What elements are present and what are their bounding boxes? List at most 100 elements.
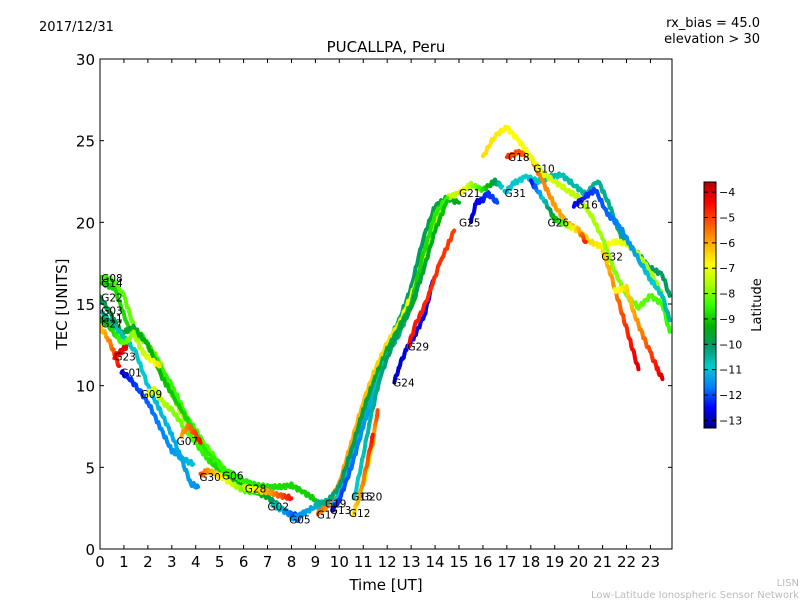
track-g15 bbox=[351, 293, 418, 501]
track-g12 bbox=[351, 432, 375, 518]
track-g01 bbox=[119, 369, 196, 467]
satellite-label: G11 bbox=[101, 314, 123, 326]
track-g23 bbox=[112, 344, 129, 361]
satellite-label: G28 bbox=[245, 484, 267, 496]
track-segment bbox=[123, 344, 129, 351]
y-tick-label: 10 bbox=[76, 378, 95, 396]
x-tick-label: 12 bbox=[378, 553, 397, 571]
x-tick-label: 18 bbox=[521, 553, 540, 571]
track-g28 bbox=[241, 484, 294, 502]
colorbar-label: Latitude bbox=[750, 278, 765, 332]
satellite-label: G18 bbox=[508, 152, 530, 164]
colorbar-tick-label: −7 bbox=[719, 262, 735, 275]
date-label: 2017/12/31 bbox=[39, 20, 114, 35]
track-g07 bbox=[179, 423, 203, 445]
satellite-label: G24 bbox=[393, 377, 415, 389]
satellite-label: G32 bbox=[601, 252, 623, 264]
x-tick-label: 9 bbox=[311, 553, 321, 571]
track-segment bbox=[443, 195, 450, 202]
rx-bias-label: rx_bias = 45.0 bbox=[666, 16, 760, 31]
x-axis: 0 1 2 3 4 5 6 7 8 9 10 11 12 13 14 15 16 17 18 19 20 21 22 23 bbox=[95, 59, 660, 571]
track-g32b bbox=[612, 283, 665, 382]
colorbar-tick-label: −8 bbox=[719, 288, 735, 301]
satellite-label: G13 bbox=[330, 505, 352, 517]
colorbar: −4 −5 −6 −7 −8 −9 −10 −11 −12 −13 Latitude bbox=[703, 181, 765, 429]
satellite-label: G21 bbox=[459, 188, 481, 200]
track-g16 bbox=[571, 187, 672, 323]
colorbar-tick-label: −10 bbox=[719, 338, 742, 351]
y-axis: 0 5 10 15 20 25 30 bbox=[76, 51, 672, 559]
satellite-label: G29 bbox=[408, 341, 430, 353]
track-segment bbox=[412, 293, 418, 302]
y-axis-label: TEC [UNITS] bbox=[53, 259, 71, 351]
track-segment bbox=[287, 496, 294, 502]
elevation-label: elevation > 30 bbox=[664, 32, 760, 47]
satellite-label: G25 bbox=[459, 217, 481, 229]
x-tick-label: 6 bbox=[239, 553, 249, 571]
footer-org-short: LISN bbox=[777, 578, 799, 589]
y-tick-label: 15 bbox=[76, 296, 95, 314]
track-segment bbox=[450, 228, 457, 236]
track-segment bbox=[659, 374, 665, 382]
colorbar-ticks: −4 −5 −6 −7 −8 −9 −10 −11 −12 −13 bbox=[704, 186, 742, 427]
colorbar-tick-label: −9 bbox=[719, 313, 735, 326]
colorbar-tick-label: −6 bbox=[719, 237, 735, 250]
track-g26 bbox=[528, 178, 588, 244]
track-segment bbox=[215, 458, 222, 467]
track-segment bbox=[494, 197, 500, 205]
satellite-label: G17 bbox=[317, 510, 339, 522]
x-tick-label: 10 bbox=[330, 553, 349, 571]
x-tick-label: 5 bbox=[215, 553, 225, 571]
y-tick-label: 0 bbox=[85, 541, 95, 559]
x-tick-label: 3 bbox=[167, 553, 177, 571]
x-tick-label: 7 bbox=[263, 553, 273, 571]
y-tick-label: 25 bbox=[76, 133, 95, 151]
colorbar-gradient bbox=[703, 181, 717, 429]
track-segment bbox=[295, 517, 301, 523]
x-axis-label: Time [UT] bbox=[348, 576, 422, 594]
satellite-label: G06 bbox=[222, 471, 244, 483]
satellite-label: G20 bbox=[361, 492, 383, 504]
satellite-label: G14 bbox=[101, 278, 123, 290]
x-tick-label: 11 bbox=[354, 553, 373, 571]
track-segment bbox=[197, 438, 203, 445]
satellite-label: G31 bbox=[504, 188, 526, 200]
colorbar-tick-label: −12 bbox=[719, 389, 742, 402]
satellite-label: G16 bbox=[576, 199, 598, 211]
y-tick-label: 20 bbox=[76, 214, 95, 232]
x-tick-label: 20 bbox=[569, 553, 588, 571]
track-g05 bbox=[289, 194, 461, 522]
track-segment bbox=[499, 184, 505, 190]
track-segment bbox=[443, 199, 450, 207]
satellite-label: G30 bbox=[199, 472, 221, 484]
track-g06 bbox=[217, 463, 318, 503]
x-tick-label: 22 bbox=[617, 553, 636, 571]
x-tick-label: 16 bbox=[473, 553, 492, 571]
track-segment bbox=[375, 408, 380, 419]
colorbar-tick-label: −4 bbox=[719, 186, 735, 199]
footer-org-long: Low-Latitude Ionospheric Sensor Network bbox=[591, 590, 799, 600]
satellite-label: G12 bbox=[349, 508, 371, 520]
track-segment bbox=[635, 362, 641, 372]
satellite-label: G15 bbox=[351, 492, 373, 504]
satellite-label: G22 bbox=[101, 292, 123, 304]
satellite-label: G09 bbox=[141, 389, 163, 401]
x-tick-label: 21 bbox=[593, 553, 612, 571]
track-g21 bbox=[456, 177, 505, 195]
satellite-label: G23 bbox=[114, 351, 136, 363]
satellite-label: G01 bbox=[120, 368, 142, 380]
satellite-tracks bbox=[100, 124, 672, 523]
track-g29 bbox=[406, 228, 457, 349]
track-segment bbox=[666, 314, 672, 323]
track-g25 bbox=[468, 189, 500, 225]
x-tick-label: 13 bbox=[402, 553, 421, 571]
x-tick-label: 0 bbox=[95, 553, 105, 571]
satellite-label: G02 bbox=[268, 502, 290, 514]
satellite-label: G19 bbox=[325, 498, 347, 510]
satellite-label: G07 bbox=[177, 436, 199, 448]
satellite-label: G03 bbox=[101, 306, 123, 318]
satellite-label: G05 bbox=[289, 515, 311, 527]
track-segment bbox=[666, 324, 672, 334]
